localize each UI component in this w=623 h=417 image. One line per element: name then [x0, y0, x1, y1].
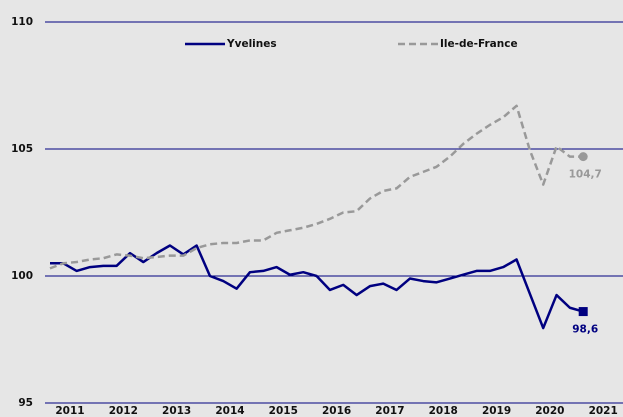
series-line — [49, 104, 584, 270]
legend-label: Ile-de-France — [440, 38, 518, 50]
y-tick-label: 95 — [18, 397, 33, 409]
x-tick-label: 2013 — [162, 405, 191, 417]
x-tick-label: 2016 — [322, 405, 351, 417]
x-tick-label: 2021 — [589, 405, 618, 417]
y-tick-label: 105 — [11, 143, 33, 155]
x-tick-label: 2014 — [215, 405, 244, 417]
data-label: 104,7 — [569, 169, 602, 181]
x-tick-label: 2017 — [375, 405, 404, 417]
y-tick-label: 110 — [11, 16, 33, 28]
x-tick-label: 2012 — [109, 405, 138, 417]
series-line — [50, 244, 584, 330]
x-tick-label: 2018 — [429, 405, 458, 417]
x-tick-label: 2019 — [482, 405, 511, 417]
legend-label: Yvelines — [226, 38, 277, 50]
end-marker — [578, 152, 588, 162]
y-tick-label: 100 — [11, 270, 33, 282]
x-tick-label: 2011 — [55, 405, 84, 417]
data-label: 98,6 — [572, 324, 598, 336]
x-tick-label: 2015 — [269, 405, 298, 417]
x-tick-label: 2020 — [535, 405, 564, 417]
end-marker — [578, 307, 588, 317]
